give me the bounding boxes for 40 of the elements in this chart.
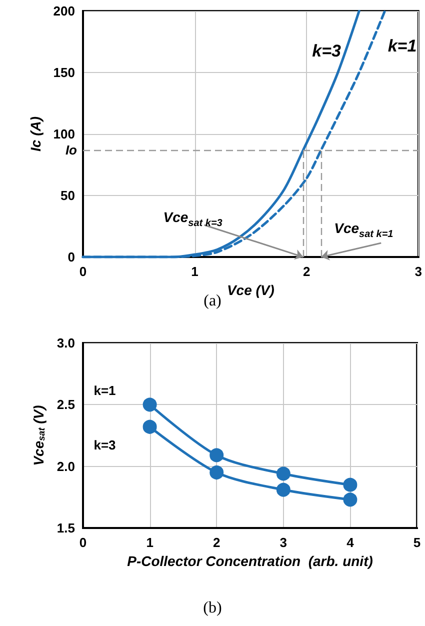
annotation: Vce$_{sat k=1}$ <box>334 220 394 240</box>
x-tick-label: 0 <box>79 535 87 550</box>
x-tick-label: 3 <box>414 264 422 279</box>
point <box>276 482 290 497</box>
y-tick-label: 1.5 <box>56 520 75 536</box>
text: k=1 <box>94 383 116 398</box>
x-axis-title: P-Collector Concentration (arb. unit) <box>127 552 374 569</box>
x-tick-label: 5 <box>413 535 421 550</box>
x-tick-label: 4 <box>346 535 355 550</box>
x-tick-label: 0 <box>79 264 87 279</box>
point <box>343 478 358 492</box>
point <box>210 466 224 480</box>
point <box>343 492 358 507</box>
y-tick-label: 3.0 <box>56 336 75 350</box>
y-tick-label: 50 <box>60 188 75 203</box>
text: k=3 <box>94 437 116 452</box>
y-tick-label: 2.0 <box>56 458 75 474</box>
y-tick-label: 100 <box>53 126 75 142</box>
series-label: k=3 <box>312 42 342 60</box>
point <box>210 448 224 462</box>
y-axis-title: Vcesat (V) <box>30 404 47 466</box>
x-tick-label: 2 <box>212 535 220 550</box>
y-tick-label: 2.5 <box>56 397 75 412</box>
annotation: Vce$_{sat k=3}$ <box>163 209 222 229</box>
text: (a) <box>204 292 222 310</box>
ref-line-label: Io <box>65 142 78 158</box>
point <box>276 466 290 481</box>
x-axis-title: Vce (V) <box>226 282 275 298</box>
point <box>142 398 157 412</box>
series-label: k=1 <box>388 36 417 56</box>
x-tick-label: 1 <box>146 535 154 550</box>
x-tick-label: 3 <box>280 535 288 550</box>
x-tick-label: 1 <box>191 264 198 279</box>
y-tick-label: 150 <box>53 65 75 80</box>
point <box>142 420 157 434</box>
y-tick-label: 0 <box>68 250 75 264</box>
y-tick-label: 200 <box>53 4 75 18</box>
x-tick-label: 2 <box>302 264 310 279</box>
y-axis-title: Ic (A) <box>27 116 44 152</box>
text: (b) <box>203 600 222 616</box>
